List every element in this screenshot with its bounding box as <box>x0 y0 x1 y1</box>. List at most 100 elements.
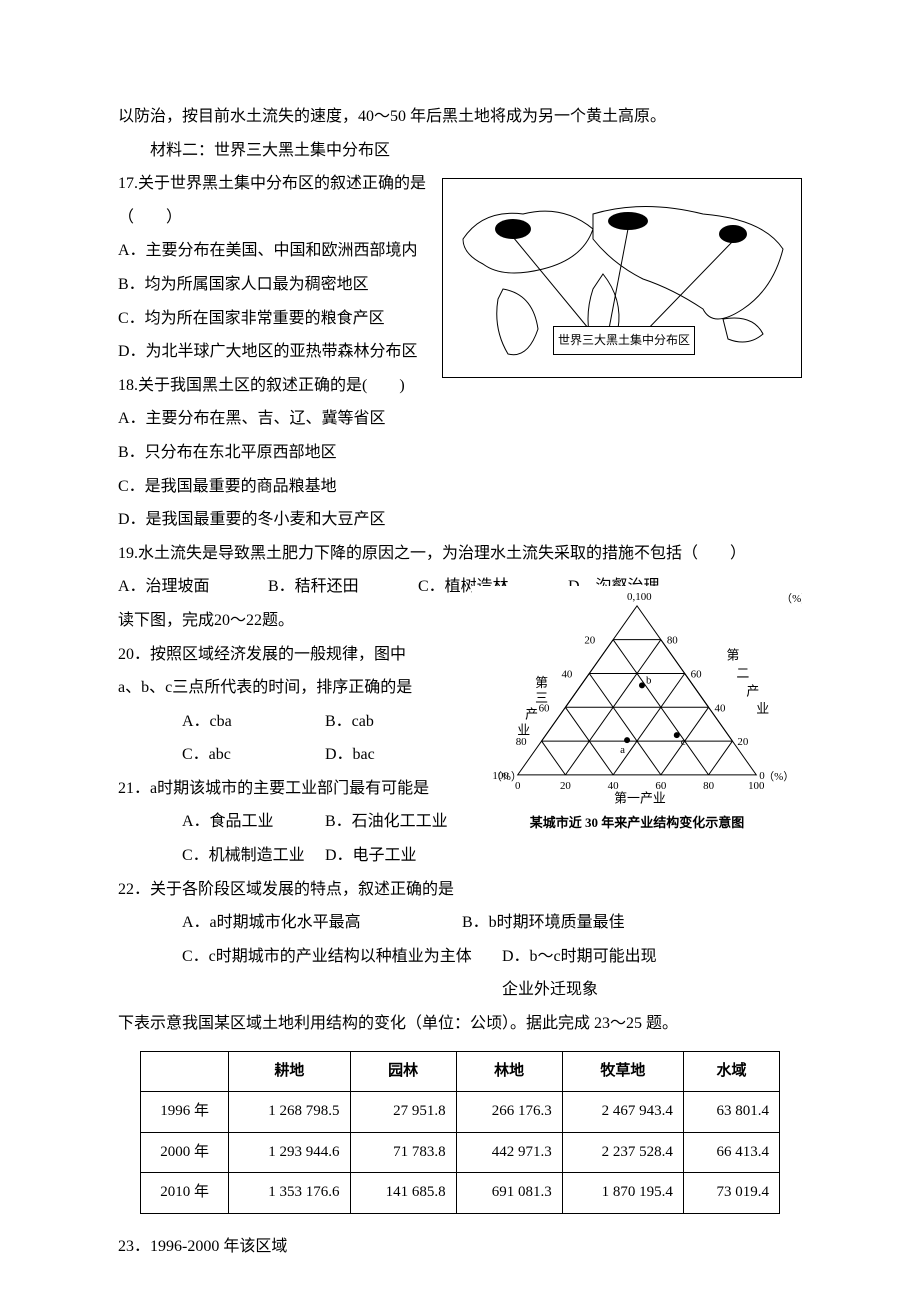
q17-opt-d: D．为北半球广大地区的亚热带森林分布区 <box>118 335 468 369</box>
q19-opt-b: B．秸秆还田 <box>268 570 418 604</box>
cell: 27 951.8 <box>350 1092 456 1133</box>
q22-opt-c: C．c时期城市的产业结构以种植业为主体 <box>182 940 502 1007</box>
material-2: 材料二：世界三大黑土集中分布区 <box>118 134 802 168</box>
cell: 442 971.3 <box>456 1132 562 1173</box>
q22-row2: C．c时期城市的产业结构以种植业为主体 D．b～c时期可能出现企业外迁现象 <box>118 940 802 1007</box>
svg-text:100: 100 <box>748 780 765 792</box>
q21-opt-b: B．石油化工工业 <box>325 805 468 839</box>
table-intro: 下表示意我国某区域土地利用结构的变化（单位：公顷）。据此完成 23～25 题。 <box>118 1007 802 1041</box>
svg-text:三: 三 <box>533 691 548 704</box>
th-blank <box>141 1051 229 1092</box>
svg-text:第: 第 <box>726 648 739 663</box>
cell: 1 870 195.4 <box>562 1173 683 1214</box>
q17-opt-b: B．均为所属国家人口最为稠密地区 <box>118 268 468 302</box>
cell-year: 2010 年 <box>141 1173 229 1214</box>
cell-year: 1996 年 <box>141 1092 229 1133</box>
svg-text:产: 产 <box>746 683 759 698</box>
svg-text:0,100: 0,100 <box>627 591 652 603</box>
q22-row1: A．a时期城市化水平最高 B．b时期环境质量最佳 <box>118 906 802 940</box>
cell: 1 353 176.6 <box>229 1173 350 1214</box>
th-5: 水域 <box>683 1051 779 1092</box>
svg-text:第一产业: 第一产业 <box>614 791 666 805</box>
q18-opt-a: A．主要分布在黑、吉、辽、冀等省区 <box>118 402 468 436</box>
q20-opt-b: B．cab <box>325 705 468 739</box>
cell: 63 801.4 <box>683 1092 779 1133</box>
svg-text:20: 20 <box>584 635 595 647</box>
svg-text:二: 二 <box>736 665 749 680</box>
q20-opt-d: D．bac <box>325 738 468 772</box>
cell: 691 081.3 <box>456 1173 562 1214</box>
th-4: 牧草地 <box>562 1051 683 1092</box>
svg-text:20: 20 <box>560 780 571 792</box>
svg-text:40: 40 <box>715 702 726 714</box>
svg-text:业: 业 <box>756 701 769 716</box>
svg-text:20: 20 <box>737 736 748 748</box>
cell: 141 685.8 <box>350 1173 456 1214</box>
svg-text:a: a <box>620 744 625 756</box>
q18-opt-d: D．是我国最重要的冬小麦和大豆产区 <box>118 503 468 537</box>
svg-text:100: 100 <box>492 770 509 782</box>
q21-stem: 21．a时期该城市的主要工业部门最有可能是 <box>118 772 468 806</box>
q17-block: 17.关于世界黑土集中分布区的叙述正确的是（ ） A．主要分布在美国、中国和欧洲… <box>118 167 468 369</box>
q21-opt-c: C．机械制造工业 <box>182 839 325 873</box>
table-header-row: 耕地 园林 林地 牧草地 水域 <box>141 1051 780 1092</box>
q20-opt-a: A．cba <box>182 705 325 739</box>
q18-opt-c: C．是我国最重要的商品粮基地 <box>118 470 468 504</box>
q22-opt-a: A．a时期城市化水平最高 <box>182 906 462 940</box>
table-row: 2010 年 1 353 176.6 141 685.8 691 081.3 1… <box>141 1173 780 1214</box>
th-1: 耕地 <box>229 1051 350 1092</box>
q17-opt-a: A．主要分布在美国、中国和欧洲西部境内 <box>118 234 468 268</box>
svg-text:80: 80 <box>667 635 678 647</box>
q18-block: 18.关于我国黑土区的叙述正确的是( ) A．主要分布在黑、吉、辽、冀等省区 B… <box>118 369 468 537</box>
cell: 266 176.3 <box>456 1092 562 1133</box>
land-use-table: 耕地 园林 林地 牧草地 水域 1996 年 1 268 798.5 27 95… <box>140 1051 780 1214</box>
q22-stem: 22．关于各阶段区域发展的特点，叙述正确的是 <box>118 873 802 907</box>
cell: 73 019.4 <box>683 1173 779 1214</box>
cell-year: 2000 年 <box>141 1132 229 1173</box>
cell: 71 783.8 <box>350 1132 456 1173</box>
svg-text:0: 0 <box>515 780 521 792</box>
q21-opt-a: A．食品工业 <box>182 805 325 839</box>
svg-text:业: 业 <box>515 723 530 736</box>
cell: 66 413.4 <box>683 1132 779 1173</box>
q20-stem1: 20．按照区域经济发展的一般规律，图中 <box>118 638 468 672</box>
triangle-chart-figure: a b c 0,100 （%） （%） （%） 20 40 60 80 100 … <box>472 586 802 836</box>
q17-opt-c: C．均为所在国家非常重要的粮食产区 <box>118 302 468 336</box>
q22-opt-d: D．b～c时期可能出现企业外迁现象 <box>502 940 672 1007</box>
svg-text:80: 80 <box>703 780 714 792</box>
svg-text:80: 80 <box>516 736 527 748</box>
page-content: 世界三大黑土集中分布区 <box>118 100 802 1263</box>
q23-stem: 23．1996-2000 年该区域 <box>118 1230 802 1264</box>
q21-block: 21．a时期该城市的主要工业部门最有可能是 A．食品工业 B．石油化工工业 C．… <box>118 772 468 873</box>
world-map-figure: 世界三大黑土集中分布区 <box>442 178 802 378</box>
q19-stem: 19.水土流失是导致黑土肥力下降的原因之一，为治理水土流失采取的措施不包括（ ） <box>118 537 802 571</box>
q17-stem: 17.关于世界黑土集中分布区的叙述正确的是（ ） <box>118 167 468 234</box>
intro-line: 以防治，按目前水土流失的速度，40～50 年后黑土地将成为另一个黄土高原。 <box>118 100 802 134</box>
cell: 2 467 943.4 <box>562 1092 683 1133</box>
q19-opt-a: A．治理坡面 <box>118 570 268 604</box>
q20-block: 20．按照区域经济发展的一般规律，图中 a、b、c三点所代表的时间，排序正确的是… <box>118 638 468 772</box>
svg-text:40: 40 <box>561 668 572 680</box>
svg-text:第: 第 <box>533 675 548 688</box>
svg-text:（%）: （%） <box>781 592 802 605</box>
cell: 2 237 528.4 <box>562 1132 683 1173</box>
table-row: 1996 年 1 268 798.5 27 951.8 266 176.3 2 … <box>141 1092 780 1133</box>
table-row: 2000 年 1 293 944.6 71 783.8 442 971.3 2 … <box>141 1132 780 1173</box>
svg-text:b: b <box>646 674 652 686</box>
svg-text:产: 产 <box>523 707 538 721</box>
q18-opt-b: B．只分布在东北平原西部地区 <box>118 436 468 470</box>
cell: 1 293 944.6 <box>229 1132 350 1173</box>
th-2: 园林 <box>350 1051 456 1092</box>
svg-text:（%）: （%） <box>763 770 794 783</box>
cell: 1 268 798.5 <box>229 1092 350 1133</box>
q21-opt-d: D．电子工业 <box>325 839 468 873</box>
triangle-caption: 某城市近 30 年来产业结构变化示意图 <box>530 809 745 836</box>
q20-opt-c: C．abc <box>182 738 325 772</box>
svg-text:60: 60 <box>691 668 702 680</box>
q22-opt-b: B．b时期环境质量最佳 <box>462 906 632 940</box>
map-label: 世界三大黑土集中分布区 <box>553 326 695 355</box>
q20-stem2: a、b、c三点所代表的时间，排序正确的是 <box>118 671 468 705</box>
triangle-chart-svg: a b c 0,100 （%） （%） （%） 20 40 60 80 100 … <box>472 586 802 805</box>
svg-text:c: c <box>681 736 686 748</box>
th-3: 林地 <box>456 1051 562 1092</box>
